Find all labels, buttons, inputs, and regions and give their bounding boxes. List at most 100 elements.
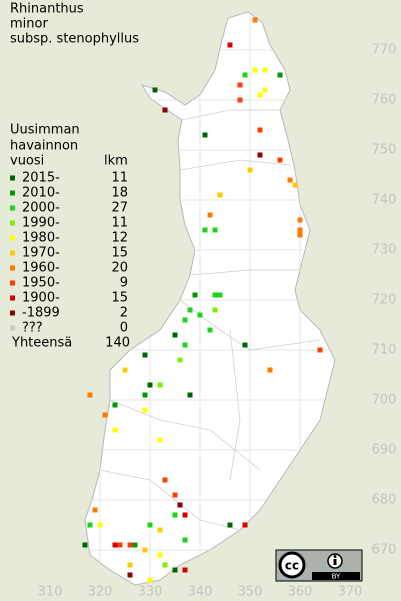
- occurrence-square: [217, 292, 223, 298]
- legend-swatch: [10, 325, 15, 331]
- occurrence-square: [122, 367, 128, 373]
- occurrence-square: [92, 507, 98, 513]
- title-line: subsp. stenophyllus: [10, 32, 139, 47]
- occurrence-square: [132, 542, 138, 548]
- occurrence-square: [242, 522, 248, 528]
- legend-count: 0: [120, 321, 128, 336]
- legend-swatch: [10, 205, 15, 211]
- legend-label: 1980-: [22, 231, 60, 246]
- occurrence-square: [162, 477, 168, 483]
- occurrence-square: [142, 407, 148, 413]
- legend-swatch: [10, 310, 15, 316]
- legend-label: 2010-: [22, 186, 60, 201]
- occurrence-square: [172, 567, 178, 573]
- occurrence-square: [242, 72, 248, 78]
- occurrence-square: [287, 177, 293, 183]
- by-head: [333, 555, 337, 558]
- y-tick-label: 700: [372, 393, 397, 408]
- occurrence-square: [257, 127, 263, 133]
- occurrence-square: [162, 562, 168, 568]
- legend-count: 12: [111, 231, 128, 246]
- occurrence-square: [182, 537, 188, 543]
- legend-count: 15: [111, 291, 128, 306]
- occurrence-square: [157, 527, 163, 533]
- x-tick-label: 340: [188, 585, 213, 600]
- occurrence-square: [177, 357, 183, 363]
- cc-icon: [278, 551, 306, 579]
- occurrence-square: [237, 82, 243, 88]
- legend-label: 1950-: [22, 276, 60, 291]
- occurrence-square: [242, 342, 248, 348]
- occurrence-square: [202, 132, 208, 138]
- legend-label: 1970-: [22, 246, 60, 261]
- total-count: 140: [105, 336, 130, 351]
- occurrence-square: [82, 542, 88, 548]
- occurrence-square: [182, 567, 188, 573]
- y-tick-label: 720: [372, 293, 397, 308]
- y-tick-label: 670: [372, 543, 397, 558]
- occurrence-square: [172, 332, 178, 338]
- occurrence-square: [182, 342, 188, 348]
- legend-count: 9: [120, 276, 128, 291]
- occurrence-square: [147, 382, 153, 388]
- occurrence-square: [87, 522, 93, 528]
- cc-text: cc: [285, 559, 299, 573]
- x-tick-label: 320: [88, 585, 113, 600]
- occurrence-square: [267, 367, 273, 373]
- occurrence-square: [117, 542, 123, 548]
- occurrence-square: [162, 107, 168, 113]
- occurrence-square: [297, 227, 303, 233]
- occurrence-square: [177, 502, 183, 508]
- occurrence-square: [297, 217, 303, 223]
- legend-count: 11: [111, 216, 128, 231]
- by-figure: [333, 559, 337, 565]
- y-tick-label: 760: [372, 93, 397, 108]
- occurrence-square: [147, 522, 153, 528]
- occurrence-square: [197, 312, 203, 318]
- occurrence-square: [97, 522, 103, 528]
- y-tick-label: 730: [372, 243, 397, 258]
- occurrence-square: [157, 552, 163, 558]
- occurrence-square: [212, 292, 218, 298]
- occurrence-square: [192, 292, 198, 298]
- occurrence-square: [227, 42, 233, 48]
- legend-count: 27: [111, 201, 128, 216]
- occurrence-square: [157, 437, 163, 443]
- occurrence-square: [112, 402, 118, 408]
- x-tick-label: 330: [138, 585, 163, 600]
- occurrence-square: [277, 157, 283, 163]
- y-tick-label: 750: [372, 143, 397, 158]
- occurrence-square: [182, 317, 188, 323]
- occurrence-square: [247, 167, 253, 173]
- x-tick-label: 310: [38, 585, 63, 600]
- occurrence-square: [172, 512, 178, 518]
- legend-swatch: [10, 235, 15, 241]
- occurrence-square: [292, 182, 298, 188]
- legend-label: ???: [22, 321, 43, 336]
- y-tick-label: 680: [372, 493, 397, 508]
- occurrence-square: [237, 97, 243, 103]
- legend-label: 2000-: [22, 201, 60, 216]
- legend-swatch: [10, 295, 15, 301]
- license-badge: cc BY: [275, 549, 363, 582]
- legend-label: 2015-: [22, 171, 60, 186]
- occurrence-square: [182, 512, 188, 518]
- legend-header: Uusimman: [10, 123, 80, 138]
- occurrence-square: [207, 212, 213, 218]
- occurrence-square: [217, 192, 223, 198]
- occurrences: [82, 17, 323, 583]
- occurrence-square: [202, 227, 208, 233]
- region-borders: [99, 109, 321, 531]
- occurrence-square: [102, 412, 108, 418]
- occurrence-square: [187, 392, 193, 398]
- legend-swatch: [10, 190, 15, 196]
- occurrence-square: [227, 522, 233, 528]
- legend-header: havainnon: [10, 139, 78, 154]
- occurrence-square: [187, 307, 193, 313]
- y-tick-label: 740: [372, 193, 397, 208]
- occurrence-square: [252, 67, 258, 73]
- occurrence-square: [157, 382, 163, 388]
